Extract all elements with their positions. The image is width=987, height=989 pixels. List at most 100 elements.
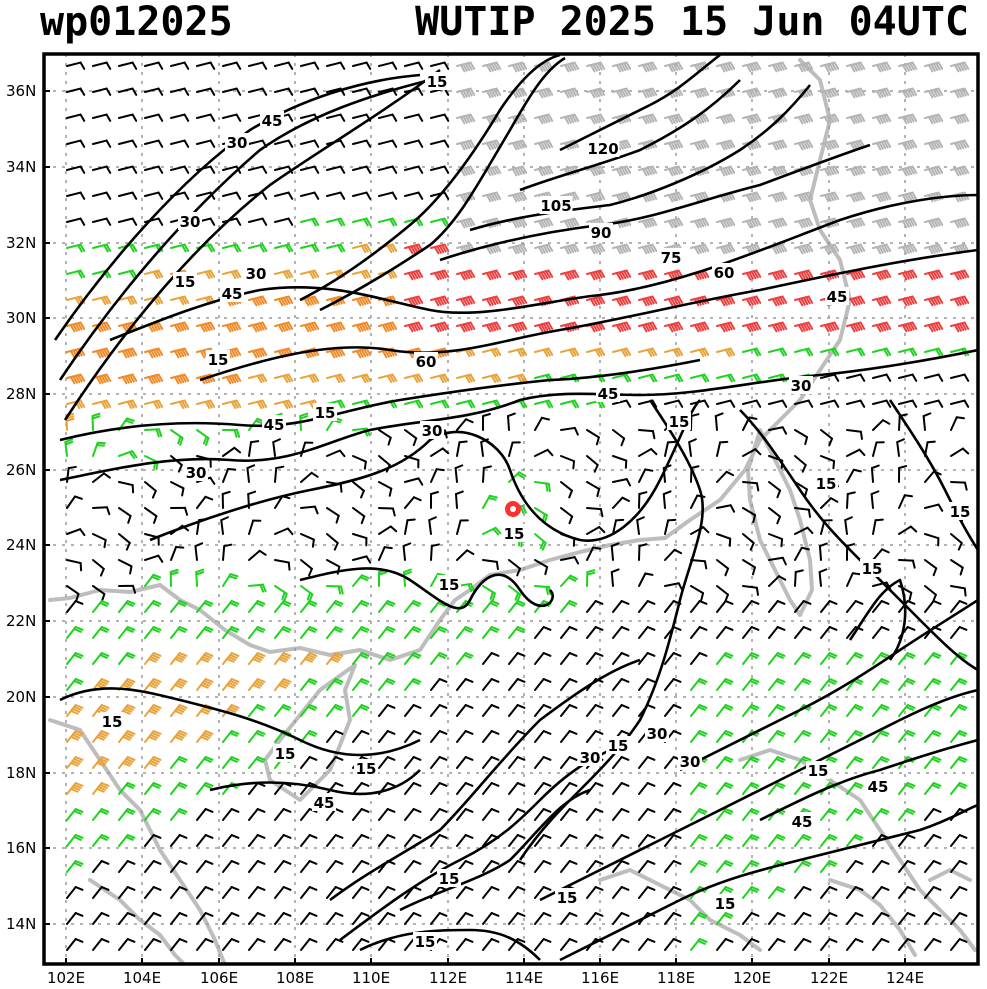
wind-barb (950, 533, 963, 551)
wind-barb-flag (857, 62, 863, 71)
wind-barb-flag (781, 399, 788, 408)
wind-barb-flag (412, 322, 419, 332)
wind-barb-flag (906, 244, 913, 254)
wind-barb-flag (753, 322, 759, 331)
wind-barb-flag (703, 373, 710, 382)
wind-barb-flag (849, 220, 856, 229)
wind-barb-flag (209, 139, 216, 148)
wind-barb-flag (287, 295, 294, 304)
wind-barb-shaft (482, 467, 485, 483)
wind-barb (118, 678, 136, 691)
wind-barb-flag (932, 140, 939, 150)
wind-barb-flag (771, 272, 778, 281)
wind-barb-flag (230, 730, 240, 735)
wind-barb-flag (927, 64, 934, 73)
wind-barb (846, 399, 866, 408)
wind-barb-flag (438, 756, 448, 761)
wind-barb (898, 139, 918, 151)
wind-barb-flag (79, 373, 86, 382)
wind-barb-flag (646, 192, 653, 202)
wind-barb-flag (932, 704, 942, 709)
wind-barb-shaft (768, 507, 782, 518)
wind-barb-flag (589, 272, 596, 281)
wind-barb-flag (514, 297, 520, 306)
wind-barb-flag (337, 374, 343, 383)
wind-barb-flag (359, 576, 369, 582)
wind-barb (456, 678, 474, 691)
wind-barb-shaft (638, 626, 649, 639)
wind-barb-shaft (664, 860, 675, 873)
wind-barb-flag (646, 782, 656, 787)
wind-barb-flag (100, 704, 110, 709)
wind-barb (768, 87, 788, 99)
wind-barb-flag (620, 322, 627, 332)
wind-barb-flag (595, 436, 600, 446)
wind-barb (274, 860, 292, 873)
wind-barb-flag (537, 220, 544, 229)
wind-barb (924, 321, 944, 333)
wind-barb-flag (521, 373, 528, 382)
wind-barb-flag (854, 140, 861, 150)
wind-barb (508, 860, 526, 873)
wind-barb (820, 347, 840, 357)
wind-barb (950, 704, 968, 717)
wind-barb-flag (846, 543, 856, 548)
wind-barb-flag (953, 64, 960, 73)
wind-barb (898, 269, 918, 281)
wind-barb (482, 585, 496, 602)
wind-barb (534, 559, 549, 576)
wind-barb-shaft (378, 704, 389, 717)
wind-barb (248, 347, 268, 359)
wind-barb (144, 191, 164, 200)
wind-barb-flag (516, 166, 523, 176)
wind-barb-flag (177, 680, 186, 685)
wind-barb-flag (906, 600, 916, 605)
wind-barb-flag (203, 758, 212, 763)
wind-barb-flag (256, 704, 266, 709)
wind-barb-flag (391, 507, 396, 517)
wind-barb-flag (177, 758, 186, 763)
wind-barb-flag (545, 244, 551, 253)
wind-barb-shaft (404, 496, 415, 509)
wind-barb-flag (749, 706, 758, 711)
wind-barb-flag (779, 270, 785, 279)
wind-barb-flag (750, 652, 760, 657)
wind-barb-flag (697, 784, 706, 789)
wind-barb-flag (287, 113, 294, 122)
wind-barb-flag (542, 782, 552, 787)
wind-barb (378, 704, 396, 717)
wind-barb-shaft (612, 399, 628, 405)
wind-barb (170, 704, 188, 717)
wind-barb-flag (857, 88, 863, 97)
wind-barb-flag (571, 62, 577, 71)
wind-barb (690, 585, 705, 602)
wind-barb-flag (800, 323, 806, 332)
wind-barb-flag (932, 756, 942, 761)
wind-barb-flag (96, 683, 105, 689)
wind-barb-flag (72, 375, 78, 384)
wind-barb-flag (755, 165, 762, 174)
wind-barb-flag (155, 428, 160, 438)
wind-barb-flag (77, 244, 83, 253)
wind-barb (430, 860, 448, 873)
wind-barb-flag (443, 373, 450, 382)
wind-barb (846, 652, 864, 665)
wind-barb-flag (568, 515, 574, 525)
wind-barb-flag (151, 732, 160, 737)
wind-barb-flag (958, 218, 965, 228)
wind-barb-flag (805, 296, 811, 305)
wind-barb-shaft (586, 429, 600, 439)
wind-barb-shaft (534, 559, 549, 569)
wind-barb (896, 438, 905, 457)
wind-barb (118, 113, 138, 122)
wind-barb (820, 704, 838, 717)
wind-barb-flag (443, 243, 450, 252)
wind-barb-flag (963, 373, 970, 382)
wind-barb-flag (96, 735, 105, 741)
wind-barb (196, 678, 214, 691)
wind-barb (274, 527, 294, 536)
wind-barb-flag (904, 115, 910, 124)
wind-barb-flag (620, 62, 627, 72)
wind-barb-shaft (66, 528, 82, 535)
wind-barb-shaft (274, 834, 285, 847)
